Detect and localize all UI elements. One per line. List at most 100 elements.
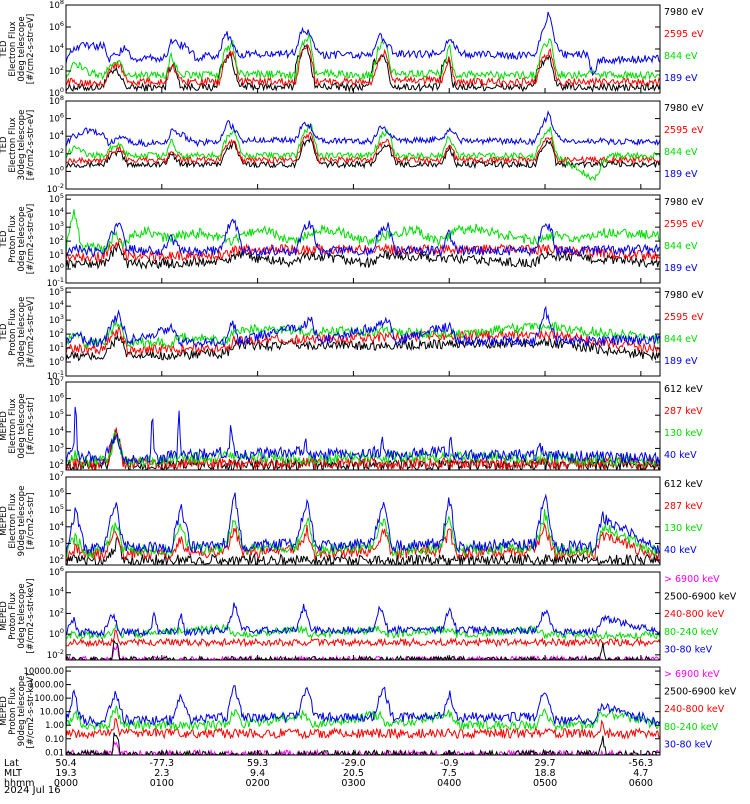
x-tick-label: -56.3 <box>629 758 654 769</box>
y-tick-label: 100 <box>49 627 64 640</box>
y-axis-label: MEPEDElectron Flux0deg telescope[#/cm2-s… <box>0 393 36 458</box>
x-tick-label: -0.9 <box>440 758 459 769</box>
legend-entry: 844 eV <box>664 241 698 252</box>
x-tick-label: -77.3 <box>150 758 175 769</box>
series-line-287-kev <box>66 427 660 470</box>
y-axis-label: TEDProton Flux0deg telescope[#/cm2-s-str… <box>0 204 36 274</box>
panel-7: 10-2 100 102 104 106 MEPEDProton Flux0deg tel… <box>0 565 737 661</box>
y-tick-label: 106 <box>49 20 64 33</box>
legend-entry: 80-240 keV <box>664 627 719 638</box>
x-tick-label: 9.4 <box>250 768 265 779</box>
x-tick-label: 0300 <box>341 778 365 789</box>
series-line-189-ev <box>66 109 660 148</box>
y-tick-label: 102 <box>49 147 64 160</box>
panel-frame <box>65 194 661 284</box>
legend-entry: 2595 eV <box>664 125 704 136</box>
legend-entry: 2500-6900 keV <box>664 592 737 603</box>
legend-entry: 844 eV <box>664 147 698 158</box>
y-tick-label: 106 <box>49 112 64 125</box>
y-tick-label: 101 <box>49 248 64 261</box>
y-tick-label: 0.01 <box>45 748 64 758</box>
x-axis-row-label: Lat <box>4 758 19 769</box>
x-tick-label: 18.8 <box>534 768 555 779</box>
legend-entry: 30-80 keV <box>664 739 713 750</box>
legend-entry: 240-800 keV <box>664 609 725 620</box>
y-tick-label: 10.00 <box>40 708 64 718</box>
series-line-189-ev <box>66 305 660 349</box>
y-tick-label: 10000.00 <box>23 667 64 677</box>
y-tick-label: 104 <box>49 299 64 312</box>
panel-frame <box>65 100 661 190</box>
y-tick-label: 102 <box>49 234 64 247</box>
date-label: 2024 Jul 16 <box>4 785 61 796</box>
panel-8: 0.01 0.10 1.00 10.00 100.00 1000.00 10000.00ME… <box>0 666 737 758</box>
legend-entry: 612 keV <box>664 384 703 395</box>
series-line-7980-ev <box>66 241 660 270</box>
y-tick-label: 105 <box>49 503 64 516</box>
series-line-30-80-kev <box>66 602 660 638</box>
legend-entry: 844 eV <box>664 51 698 62</box>
x-tick-label: 19.3 <box>55 768 76 779</box>
series-line-7980-ev <box>66 43 660 93</box>
x-tick-label: 7.5 <box>442 768 457 779</box>
legend-entry: 2595 eV <box>664 312 704 323</box>
legend-entry: 240-800 keV <box>664 704 725 715</box>
y-tick-label: 101 <box>49 341 64 354</box>
series-line--6900-kev <box>66 740 660 755</box>
legend-entry: 7980 eV <box>664 103 704 114</box>
panel-frame <box>65 381 661 471</box>
series-line-2595-ev <box>66 44 660 88</box>
y-tick-label: 102 <box>49 64 64 77</box>
legend-entry: 7980 eV <box>664 290 704 301</box>
series-line-189-ev <box>66 218 660 258</box>
legend-entry: 40 keV <box>664 450 697 461</box>
panel-frame <box>65 287 661 377</box>
y-tick-label: 104 <box>49 206 64 219</box>
legend-entry: 189 eV <box>664 263 698 274</box>
legend-entry: 287 keV <box>664 406 703 417</box>
x-tick-label: 0200 <box>246 778 270 789</box>
panel-frame <box>65 666 661 756</box>
y-tick-label: 104 <box>49 520 64 533</box>
legend-entry: 2595 eV <box>664 29 704 40</box>
legend-entry: 40 keV <box>664 545 697 556</box>
legend-entry: > 6900 keV <box>664 669 720 680</box>
y-tick-label: 100.00 <box>34 694 64 704</box>
series-line-2595-ev <box>66 326 660 356</box>
y-tick-label: 103 <box>49 220 64 233</box>
y-tick-label: 105 <box>49 408 64 421</box>
y-tick-label: 104 <box>49 42 64 55</box>
legend-entry: 612 keV <box>664 479 703 490</box>
series-line-7980-ev <box>66 333 660 362</box>
x-tick-label: -29.0 <box>341 758 366 769</box>
x-tick-label: 20.5 <box>343 768 364 779</box>
legend-entry: 130 keV <box>664 523 703 534</box>
legend-entry: 2595 eV <box>664 219 704 230</box>
x-tick-label: 50.4 <box>55 758 76 769</box>
legend-entry: 189 eV <box>664 73 698 84</box>
y-axis-label: MEPEDProton Flux0deg telescope[#/cm2-s-s… <box>0 579 36 654</box>
y-axis-label: TEDElectron Flux30deg telescope[#/cm2-s-… <box>0 110 36 181</box>
panel-frame <box>65 571 661 661</box>
series-line-844-ev <box>66 209 660 256</box>
legend-entry: 189 eV <box>664 356 698 367</box>
y-tick-label: 103 <box>49 441 64 454</box>
y-tick-label: 106 <box>49 565 64 578</box>
series-line-240-800-kev <box>66 629 660 648</box>
series-line--6900-kev <box>66 642 660 660</box>
y-tick-label: 102 <box>49 327 64 340</box>
x-tick-label: 29.7 <box>534 758 555 769</box>
y-tick-label: 0.10 <box>45 735 64 745</box>
y-axis-label: TEDElectron Flux0deg telescope[#/cm2-s-s… <box>0 14 36 84</box>
y-tick-label: 104 <box>49 129 64 142</box>
legend-entry: 844 eV <box>664 334 698 345</box>
x-tick-label: 0100 <box>150 778 174 789</box>
series-line-240-800-kev <box>66 718 660 740</box>
